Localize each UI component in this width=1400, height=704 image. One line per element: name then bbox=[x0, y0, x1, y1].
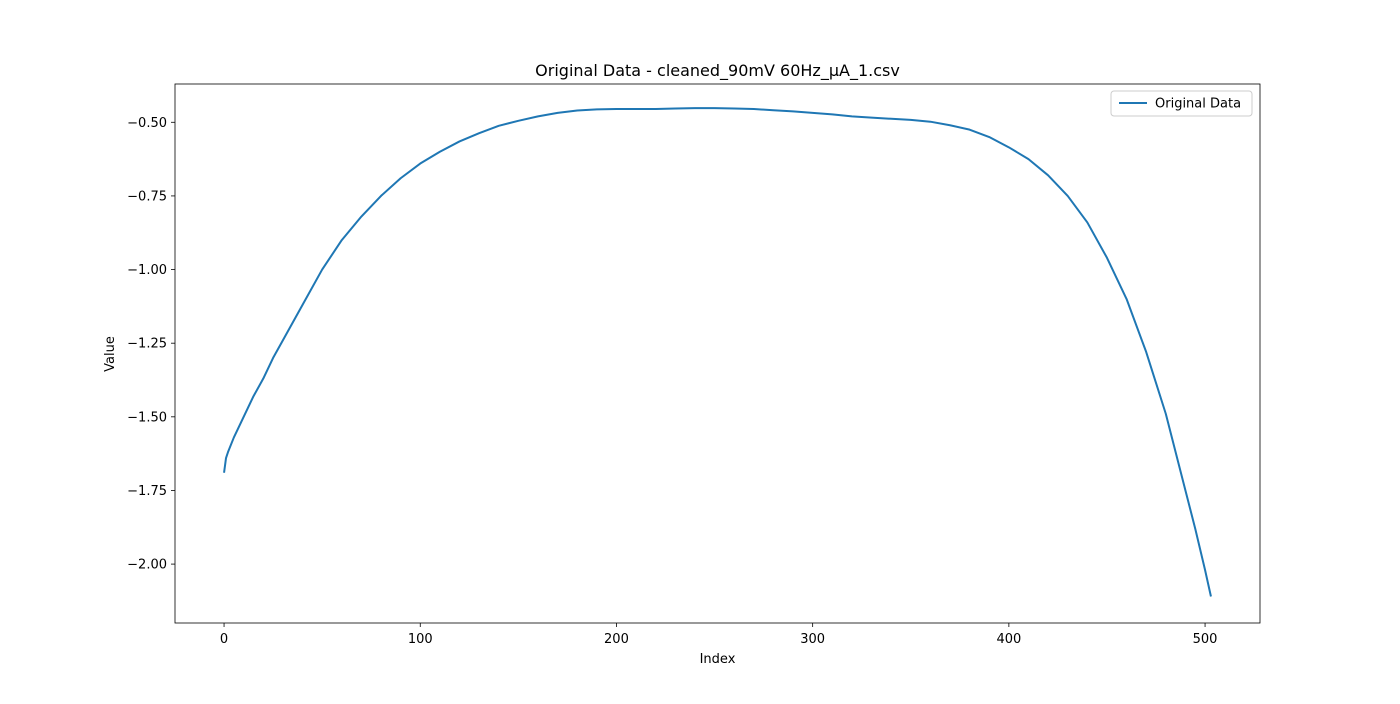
y-tick-label: −2.00 bbox=[127, 558, 167, 573]
x-tick-label: 0 bbox=[220, 632, 228, 647]
x-tick-label: 100 bbox=[408, 632, 433, 647]
series-layer bbox=[223, 107, 1212, 597]
x-tick-label: 300 bbox=[800, 632, 825, 647]
y-tick-label: −0.75 bbox=[127, 189, 167, 204]
y-axis-title: Value bbox=[103, 336, 118, 372]
legend-box bbox=[1110, 90, 1253, 117]
y-tick-label: −1.50 bbox=[127, 410, 167, 425]
y-tick-label: −1.75 bbox=[127, 484, 167, 499]
series-line bbox=[223, 107, 1212, 597]
plot-area bbox=[175, 84, 1260, 623]
x-tick-label: 200 bbox=[604, 632, 629, 647]
plot-frame bbox=[174, 83, 1261, 624]
legend: Original Data bbox=[1110, 90, 1253, 117]
y-tick-label: −1.25 bbox=[127, 337, 167, 352]
chart-title: Original Data - cleaned_90mV 60Hz_µA_1.c… bbox=[535, 61, 900, 81]
x-tick-label: 500 bbox=[1193, 632, 1218, 647]
ticks-layer: 0 100 200 300 400 500 −2.00 −1.75 −1.50 −1.25 −1.0… bbox=[127, 116, 1217, 647]
x-axis-title: Index bbox=[700, 652, 736, 667]
y-tick-label: −0.50 bbox=[127, 116, 167, 131]
y-tick-label: −1.00 bbox=[127, 263, 167, 278]
legend-label: Original Data bbox=[1155, 97, 1241, 112]
x-tick-label: 400 bbox=[996, 632, 1021, 647]
